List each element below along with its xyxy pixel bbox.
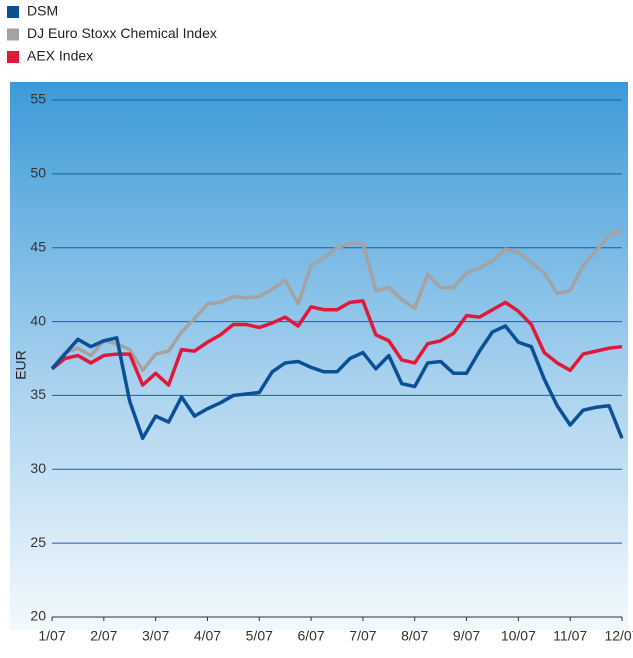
x-tick-label: 7/07 <box>349 628 376 644</box>
series-line <box>50 299 623 387</box>
y-tick-label: 40 <box>30 312 46 328</box>
x-tick-label: 5/07 <box>246 628 273 644</box>
x-tick-label: 3/07 <box>142 628 169 644</box>
x-tick-label: 1/07 <box>38 628 65 644</box>
x-tick-label: 4/07 <box>194 628 221 644</box>
x-tick-label: 9/07 <box>453 628 480 644</box>
series-line <box>50 324 624 441</box>
legend-swatch <box>7 6 19 18</box>
legend-label: DSM <box>27 3 58 19</box>
x-tick-label: 2/07 <box>90 628 117 644</box>
x-tick-label: 6/07 <box>297 628 324 644</box>
legend-label: DJ Euro Stoxx Chemical Index <box>27 25 217 41</box>
series-line <box>50 228 623 373</box>
x-tick-label: 8/07 <box>401 628 428 644</box>
y-tick-label: 50 <box>30 165 46 181</box>
y-tick-label: 55 <box>30 91 46 107</box>
y-tick-label: 30 <box>30 460 46 476</box>
y-tick-label: 35 <box>30 386 46 402</box>
legend-label: AEX Index <box>27 48 93 64</box>
y-tick-label: 45 <box>30 238 46 254</box>
x-tick-label: 10/07 <box>501 628 536 644</box>
legend-swatch <box>7 51 19 63</box>
legend-swatch <box>7 28 19 41</box>
x-tick-label: 12/07 <box>604 628 633 644</box>
y-tick-label: 20 <box>30 608 46 624</box>
y-axis-label: EUR <box>13 350 29 380</box>
y-tick-label: 25 <box>30 534 46 550</box>
x-tick-label: 11/07 <box>553 628 587 644</box>
